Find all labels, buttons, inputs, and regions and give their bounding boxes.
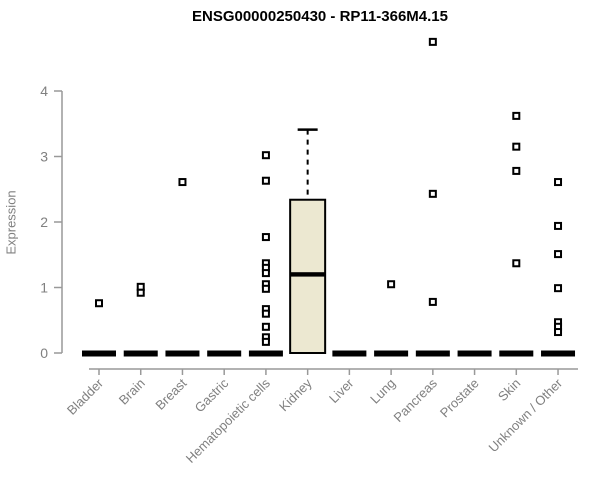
outlier-point (428, 37, 437, 46)
outlier-point (554, 250, 563, 259)
median-bar (457, 350, 492, 357)
outlier-point (261, 337, 270, 346)
x-category-label: Unknown / Other (486, 375, 566, 455)
y-tick-label: 4 (40, 83, 48, 99)
outlier-point (512, 111, 521, 120)
box-group-pancreas (415, 37, 450, 357)
box-group-prostate (457, 350, 492, 357)
x-category-label: Skin (495, 376, 523, 404)
outlier-point (261, 322, 270, 331)
median-bar (207, 350, 242, 357)
y-axis: 0 1 2 3 4 (40, 83, 63, 361)
box-group-skin (499, 111, 534, 357)
outlier-point (261, 284, 270, 293)
box-group-hematopoietic-cells (248, 151, 283, 357)
median-bar (541, 350, 576, 357)
outlier-point (554, 178, 563, 187)
x-category-label: Pancreas (391, 375, 441, 425)
box-group-brain (123, 282, 158, 357)
box-group-gastric (207, 350, 242, 357)
y-tick-label: 1 (40, 280, 48, 296)
median-line (290, 272, 326, 277)
median-bar (374, 350, 409, 357)
outlier-point (554, 221, 563, 230)
outlier-point (261, 269, 270, 278)
outlier-point (512, 166, 521, 175)
median-bar (165, 350, 200, 357)
outlier-point (387, 280, 396, 289)
outlier-point (428, 297, 437, 306)
x-category-label: Kidney (276, 375, 315, 414)
outlier-point (136, 288, 145, 297)
median-bar (123, 350, 158, 357)
x-category-label: Bladder (64, 375, 107, 418)
box-group-liver (332, 350, 367, 357)
median-bar (499, 350, 534, 357)
outlier-point (261, 309, 270, 318)
median-bar (248, 350, 283, 357)
y-tick-label: 3 (40, 149, 48, 165)
outlier-point (178, 178, 187, 187)
outlier-point (512, 259, 521, 268)
x-category-label: Breast (152, 375, 189, 412)
outlier-point (428, 189, 437, 198)
x-category-label: Liver (326, 375, 357, 406)
outlier-point (554, 328, 563, 337)
median-bar (415, 350, 450, 357)
x-category-label: Prostate (437, 376, 482, 421)
outlier-point (95, 299, 103, 308)
box-group-breast (165, 178, 200, 357)
box-group-kidney (289, 128, 327, 354)
y-tick-label: 0 (40, 345, 48, 361)
box-group-unknown-other (541, 178, 576, 357)
x-category-label: Gastric (192, 375, 232, 415)
outlier-point (261, 151, 270, 160)
chart-title: ENSG00000250430 - RP11-366M4.15 (191, 8, 448, 25)
box-group-lung (374, 280, 409, 357)
median-bar (82, 350, 116, 357)
outlier-point (512, 142, 521, 151)
outlier-point (554, 284, 563, 293)
box-group-bladder (82, 299, 116, 357)
outlier-point (261, 176, 270, 185)
x-category-label: Brain (116, 376, 148, 408)
outlier-point (261, 233, 270, 242)
median-bar (332, 350, 367, 357)
x-category-label: Lung (367, 376, 398, 407)
y-tick-label: 2 (40, 214, 48, 230)
